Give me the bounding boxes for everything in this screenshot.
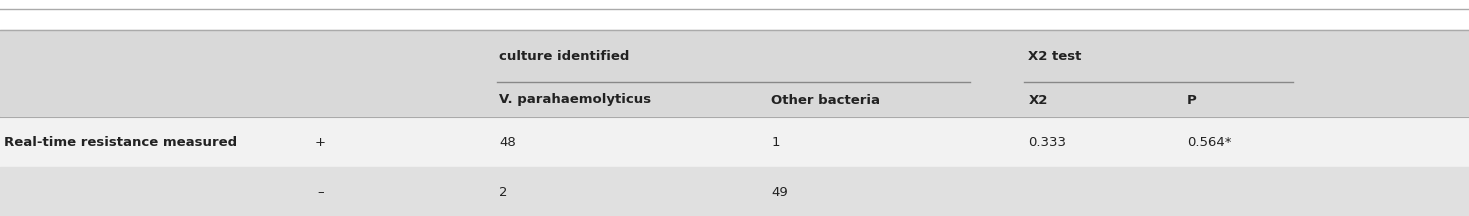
Text: –: – [317,186,323,200]
Text: V. parahaemolyticus: V. parahaemolyticus [499,94,652,106]
Text: 49: 49 [771,186,787,200]
Text: X2 test: X2 test [1028,51,1081,64]
Text: 0.564*: 0.564* [1187,137,1231,149]
Bar [0,117,1469,167]
Text: culture identified: culture identified [499,51,630,64]
Bar [0,167,1469,216]
Text: +: + [314,137,326,149]
Text: Real-time resistance measured: Real-time resistance measured [4,137,238,149]
Text: 48: 48 [499,137,516,149]
Text: P: P [1187,94,1197,106]
Bar [0,30,1469,117]
Text: Other bacteria: Other bacteria [771,94,880,106]
Text: 0.333: 0.333 [1028,137,1066,149]
Text: 1: 1 [771,137,780,149]
Text: 2: 2 [499,186,508,200]
Text: X2: X2 [1028,94,1047,106]
